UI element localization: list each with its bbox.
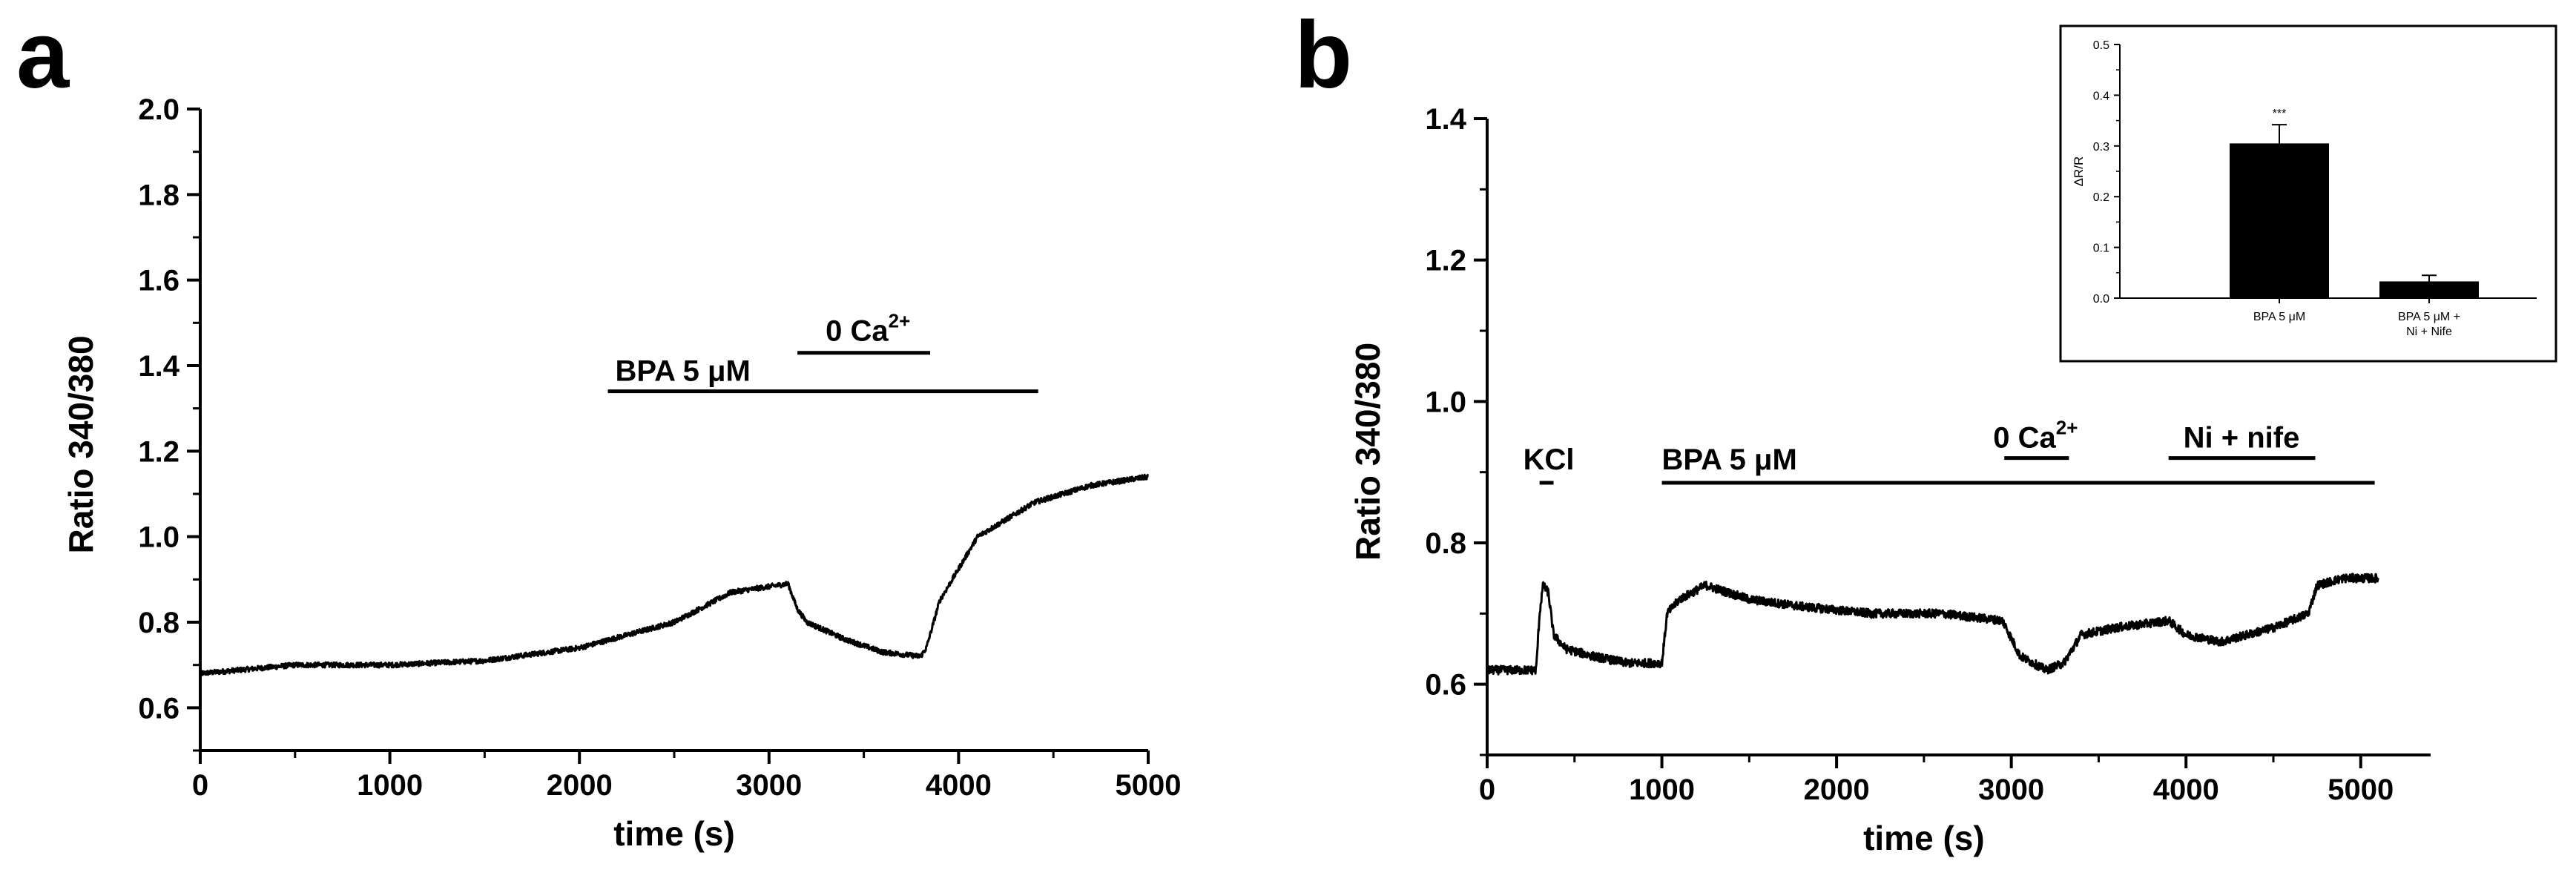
- panel-label-b: b: [1294, 2, 1352, 108]
- y-tick-label: 1.2: [138, 435, 179, 468]
- x-axis-title: time (s): [613, 814, 735, 853]
- y-tick-label: 0.6: [138, 692, 179, 725]
- x-tick-label: 1000: [1629, 774, 1695, 806]
- inset-y-axis-title: ΔR/R: [2072, 156, 2086, 187]
- annotation-label: BPA 5 μM: [616, 355, 751, 388]
- x-tick-label: 2000: [1804, 774, 1870, 806]
- inset-y-tick-label: 0.3: [2093, 141, 2109, 154]
- y-tick-label: 0.8: [1425, 527, 1466, 560]
- y-tick-label: 1.6: [138, 265, 179, 297]
- y-tick-label: 1.4: [138, 350, 179, 383]
- annotation-label: 0 Ca2+: [826, 310, 910, 348]
- y-tick-label: 2.0: [138, 93, 179, 126]
- annotation-label: 0 Ca2+: [1993, 417, 2078, 455]
- x-tick-label: 2000: [547, 769, 613, 802]
- inset-bar: [2230, 143, 2329, 298]
- annotation-text: BPA 5 μM: [616, 355, 751, 388]
- annotation-label: BPA 5 μM: [1662, 443, 1797, 476]
- inset-y-tick-label: 0.1: [2093, 243, 2109, 255]
- x-tick-label: 5000: [1116, 769, 1182, 802]
- annotation-text: 0 Ca: [826, 315, 889, 348]
- x-tick-label: 0: [192, 769, 208, 802]
- x-tick-label: 0: [1479, 774, 1495, 806]
- x-tick-label: 3000: [736, 769, 802, 802]
- x-tick-label: 5000: [2328, 774, 2394, 806]
- inset-category-label: BPA 5 μM: [2253, 311, 2305, 323]
- x-tick-label: 1000: [357, 769, 423, 802]
- y-tick-label: 1.0: [1425, 386, 1466, 418]
- panel-b-chart: 0.6 0.8 1.0 1.2 1.4 0 1000 2000 3000 4000 5000 time…: [1348, 103, 2431, 857]
- annotation-text: KCl: [1523, 443, 1575, 476]
- inset-y-tick-label: 0.5: [2093, 39, 2109, 52]
- annotation-label: KCl: [1523, 443, 1575, 476]
- annotation-label: Ni + nife: [2184, 422, 2300, 455]
- inset-category-label: BPA 5 μM +: [2398, 311, 2460, 323]
- y-tick-label: 1.8: [138, 179, 179, 211]
- annotation-text: Ni + nife: [2184, 422, 2300, 455]
- x-tick-label: 3000: [1978, 774, 2044, 806]
- panel-b-inset-bar-chart: 0.0 0.1 0.2 0.3 0.4 0.5 ΔR/R *** BPA 5 μM BPA 5 μ…: [2059, 24, 2557, 363]
- x-tick-label: 4000: [926, 769, 992, 802]
- y-axis-title: Ratio 340/380: [1348, 343, 1387, 561]
- y-axis-title: Ratio 340/380: [62, 335, 100, 553]
- inset-category-label: Ni + Nife: [2406, 326, 2452, 338]
- annotation-superscript: 2+: [2056, 417, 2078, 439]
- inset-y-tick-label: 0.2: [2093, 191, 2109, 204]
- y-tick-label: 1.0: [138, 521, 179, 554]
- annotation-superscript: 2+: [889, 310, 911, 332]
- y-tick-label: 0.8: [138, 607, 179, 639]
- y-tick-label: 1.2: [1425, 245, 1466, 277]
- y-tick-label: 0.6: [1425, 669, 1466, 702]
- annotation-text: 0 Ca: [1993, 422, 2056, 455]
- annotation-text: BPA 5 μM: [1662, 443, 1797, 476]
- x-axis-title: time (s): [1863, 819, 1985, 857]
- inset-significance: ***: [2273, 108, 2287, 120]
- inset-bar: [2379, 281, 2479, 298]
- trace-line: [1486, 573, 2379, 676]
- panel-a-chart: 0.6 0.8 1.0 1.2 1.4 1.6 1.8 2.0 0 1000 2000 3000 400…: [62, 93, 1181, 853]
- inset-y-tick-label: 0.0: [2093, 293, 2109, 306]
- panel-label-a: a: [16, 2, 70, 108]
- x-tick-label: 4000: [2153, 774, 2219, 806]
- trace-line: [199, 473, 1149, 676]
- inset-y-tick-label: 0.4: [2093, 90, 2109, 102]
- y-tick-label: 1.4: [1425, 103, 1466, 136]
